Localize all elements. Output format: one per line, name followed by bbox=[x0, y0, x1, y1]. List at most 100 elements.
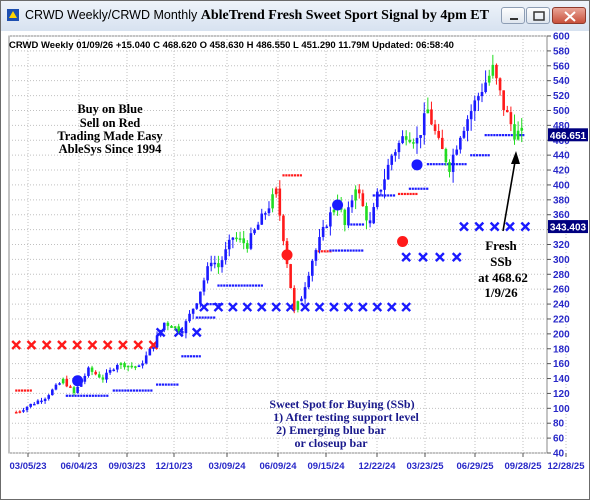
y-tick-label: 200 bbox=[553, 329, 570, 340]
price-bar-body bbox=[368, 220, 372, 224]
minimize-button[interactable] bbox=[501, 7, 525, 24]
stop-dot bbox=[195, 355, 198, 358]
price-bar-body bbox=[361, 193, 365, 207]
y-tick-label: 540 bbox=[553, 76, 570, 87]
stop-dot bbox=[71, 394, 74, 397]
stop-dot bbox=[132, 389, 136, 392]
price-bars bbox=[14, 54, 524, 414]
stop-dot bbox=[103, 394, 106, 397]
stop-dot bbox=[221, 303, 224, 306]
stop-dot bbox=[435, 163, 438, 166]
stop-dot bbox=[346, 249, 349, 252]
price-bar-body bbox=[43, 398, 47, 402]
price-bar-body bbox=[332, 209, 336, 213]
x-axis: 03/05/23 06/04/23 09/03/23 12/10/23 03/09/24… bbox=[10, 453, 585, 472]
price-bar-body bbox=[97, 374, 101, 378]
maximize-button[interactable] bbox=[526, 7, 550, 24]
price-bar-body bbox=[379, 189, 383, 192]
price-bar-body bbox=[159, 330, 162, 336]
y-tick-label: 60 bbox=[553, 434, 565, 445]
app-icon bbox=[7, 9, 19, 21]
stop-dot bbox=[15, 389, 18, 392]
annotation-line: or closeup bar bbox=[294, 436, 368, 450]
price-bar-body bbox=[105, 372, 108, 380]
price-bar-body bbox=[408, 139, 412, 143]
stop-dot bbox=[296, 174, 300, 177]
stop-dot bbox=[189, 355, 193, 358]
price-bar-body bbox=[224, 249, 227, 261]
chart-area[interactable]: 40 60 80 100 120 140 160 180 200 220 240 260 280 300 3… bbox=[1, 31, 589, 499]
price-bar-body bbox=[61, 378, 65, 384]
stop-dot bbox=[198, 355, 201, 358]
price-bar-body bbox=[199, 291, 202, 304]
price-bar-body bbox=[173, 326, 177, 328]
price-bar-body bbox=[289, 264, 292, 289]
annotation-arrow bbox=[502, 151, 520, 232]
stop-dot bbox=[461, 163, 464, 166]
legend-box: Buy on Blue Sell on Red Trading Made Eas… bbox=[57, 102, 163, 156]
maximize-icon bbox=[533, 11, 545, 21]
stop-dot bbox=[173, 383, 176, 386]
price-bar-body bbox=[502, 90, 505, 110]
price-bar-body bbox=[227, 239, 231, 250]
price-bar-body bbox=[94, 371, 97, 375]
price-bar-body bbox=[231, 237, 235, 240]
stop-dot bbox=[80, 394, 83, 397]
price-bar-body bbox=[108, 369, 112, 373]
x-marker bbox=[11, 340, 22, 350]
price-bar-body bbox=[459, 137, 462, 150]
x-marker bbox=[459, 221, 469, 232]
price-bar-body bbox=[516, 130, 520, 140]
y-tick-label: 140 bbox=[553, 374, 570, 385]
stop-dot bbox=[91, 394, 94, 397]
stop-dot bbox=[285, 174, 288, 177]
stop-dot bbox=[353, 223, 356, 226]
y-tick-label: 520 bbox=[553, 91, 570, 102]
stop-dot bbox=[415, 192, 418, 196]
stop-dot bbox=[100, 394, 103, 397]
price-bar-body bbox=[134, 366, 137, 368]
stop-dot bbox=[127, 389, 130, 392]
price-bar-body bbox=[235, 237, 238, 240]
stop-dot bbox=[254, 284, 258, 287]
x-marker bbox=[489, 221, 500, 232]
stop-dot bbox=[381, 194, 384, 197]
price-bar-body bbox=[343, 209, 347, 226]
price-bar-body bbox=[300, 298, 303, 302]
price-bar-body bbox=[271, 194, 274, 209]
stop-dot bbox=[355, 249, 358, 252]
stop-dot bbox=[161, 383, 165, 386]
price-bar-body bbox=[329, 212, 332, 227]
stop-dot bbox=[361, 223, 365, 226]
stop-dot bbox=[282, 174, 285, 177]
price-bar-body bbox=[307, 275, 310, 288]
stop-dot bbox=[288, 174, 291, 177]
price-bar-body bbox=[191, 308, 195, 314]
stop-dot bbox=[198, 316, 201, 319]
x-tick-label: 03/09/24 bbox=[209, 461, 247, 472]
stop-dot bbox=[249, 284, 252, 287]
price-bar-body bbox=[36, 400, 40, 404]
x-marker bbox=[386, 302, 397, 312]
x-tick-label: 06/09/24 bbox=[260, 461, 298, 472]
price-bar-body bbox=[433, 124, 437, 131]
close-button[interactable] bbox=[552, 7, 586, 24]
window-title: CRWD Weekly/CRWD Monthly AbleTrend Fresh… bbox=[25, 8, 489, 24]
price-bar-body bbox=[354, 189, 357, 201]
stop-dot bbox=[97, 394, 100, 397]
x-marker bbox=[191, 327, 202, 338]
stop-dot bbox=[499, 134, 502, 137]
stop-dot bbox=[237, 284, 240, 287]
annotation-line: 1/9/26 bbox=[484, 285, 518, 300]
stop-dot bbox=[507, 134, 510, 137]
stop-dot bbox=[192, 355, 196, 358]
stop-dot bbox=[218, 303, 221, 306]
x-marker bbox=[520, 221, 531, 232]
x-marker bbox=[228, 302, 238, 312]
title-bar[interactable]: CRWD Weekly/CRWD Monthly AbleTrend Fresh… bbox=[1, 1, 589, 32]
price-bar-body bbox=[282, 215, 285, 242]
stop-dot bbox=[223, 284, 226, 287]
price-bar-body bbox=[242, 238, 245, 244]
price-bar-body bbox=[375, 191, 379, 208]
price-bar-body bbox=[246, 243, 249, 249]
